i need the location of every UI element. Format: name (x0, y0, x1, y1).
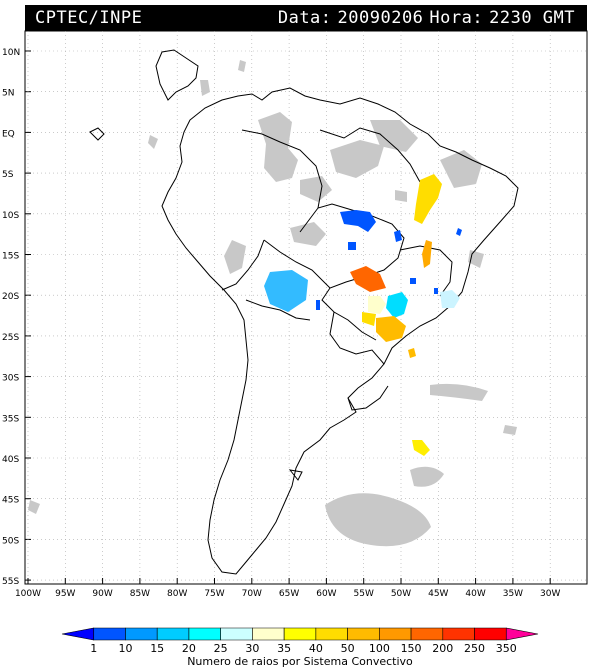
lat-label: 40S (2, 455, 19, 465)
colorbar-swatch (315, 627, 348, 641)
lat-label: 45S (2, 496, 19, 506)
colorbar-swatch (220, 627, 253, 641)
colorbar-tick-label: 25 (214, 642, 228, 655)
title-bar: CPTEC/INPE Data: 20090206 Hora: 2230 GMT (25, 5, 587, 31)
lon-label: 95W (55, 589, 75, 599)
colorbar-swatch (410, 627, 444, 641)
lat-label: 20S (2, 292, 19, 302)
colorbar-swatch (474, 627, 507, 641)
lat-label: 15S (2, 252, 19, 262)
lon-label: 70W (242, 589, 262, 599)
colorbar-tick-label: 40 (309, 642, 323, 655)
colorbar-swatch (93, 627, 126, 641)
lon-label: 45W (428, 589, 448, 599)
lon-label: 60W (316, 589, 336, 599)
colorbar-tick-label: 1 (90, 642, 97, 655)
colorbar-swatch (156, 627, 190, 641)
lon-label: 80W (167, 589, 187, 599)
date-label: Data: (277, 8, 332, 28)
lon-label: 65W (279, 589, 299, 599)
colorbar-tick-labels: 1 10 15 20 25 30 35 40 50 100 150 200 250 350 (90, 642, 517, 655)
datetime-label: Data: 20090206 Hora: 2230 GMT (272, 5, 575, 31)
time-label: Hora: (429, 8, 484, 28)
lon-label: 75W (204, 589, 224, 599)
lat-label: 5N (2, 89, 14, 99)
colorbar-tick-label: 100 (369, 642, 390, 655)
lon-label: 35W (503, 589, 523, 599)
colorbar-swatch (505, 627, 539, 641)
lightning-clusters (264, 174, 462, 456)
source-label: CPTEC/INPE (35, 8, 143, 28)
colorbar-tick-label: 10 (118, 642, 132, 655)
lat-label: 55S (2, 577, 19, 587)
map-frame (24, 30, 588, 585)
lon-label: 40W (465, 589, 485, 599)
colorbar-swatch (442, 627, 475, 641)
lon-label: 100W (15, 589, 41, 599)
colorbar-tick-label: 250 (464, 642, 485, 655)
colorbar-tick-label: 20 (182, 642, 196, 655)
lat-label: EQ (2, 129, 15, 139)
colorbar (61, 627, 539, 641)
lat-label: 50S (2, 536, 19, 546)
time-value: 2230 GMT (489, 8, 575, 28)
colorbar-swatch (347, 627, 380, 641)
lat-label: 25S (2, 333, 19, 343)
colorbar-tick-label: 50 (341, 642, 355, 655)
lon-label: 50W (391, 589, 411, 599)
colorbar-tick-label: 30 (245, 642, 259, 655)
lon-label: 55W (354, 589, 374, 599)
colorbar-swatch (188, 627, 221, 641)
coastlines (89, 49, 519, 575)
colorbar-swatch (379, 627, 412, 641)
colorbar-title: Numero de raios por Sistema Convectivo (187, 655, 413, 668)
lat-label: 30S (2, 374, 19, 384)
colorbar-tick-label: 200 (432, 642, 453, 655)
lat-label: 5S (2, 170, 14, 180)
colorbar-tick-label: 15 (150, 642, 164, 655)
lat-label: 35S (2, 414, 19, 424)
colorbar-tick-label: 35 (277, 642, 291, 655)
longitude-labels: 100W 95W 90W 85W 80W 75W 70W 65W 60W 55W 50W 45W 40W… (15, 589, 561, 599)
lat-label: 10S (2, 211, 19, 221)
colorbar-swatch (283, 627, 317, 641)
lon-label: 85W (130, 589, 150, 599)
graticule (25, 31, 587, 584)
lat-label: 10N (2, 48, 20, 58)
lon-label: 90W (92, 589, 112, 599)
colorbar-swatch (61, 627, 95, 641)
lon-label: 30W (540, 589, 560, 599)
colorbar-tick-label: 150 (401, 642, 422, 655)
date-value: 20090206 (337, 8, 424, 28)
colorbar-swatch (125, 627, 158, 641)
latitude-labels: 10N 5N EQ 5S 10S 15S 20S 25S 30S 35S 40S 45S 50S 55S (2, 48, 20, 587)
cloud-cover (28, 60, 517, 547)
colorbar-swatch (252, 627, 285, 641)
colorbar-tick-label: 350 (496, 642, 517, 655)
